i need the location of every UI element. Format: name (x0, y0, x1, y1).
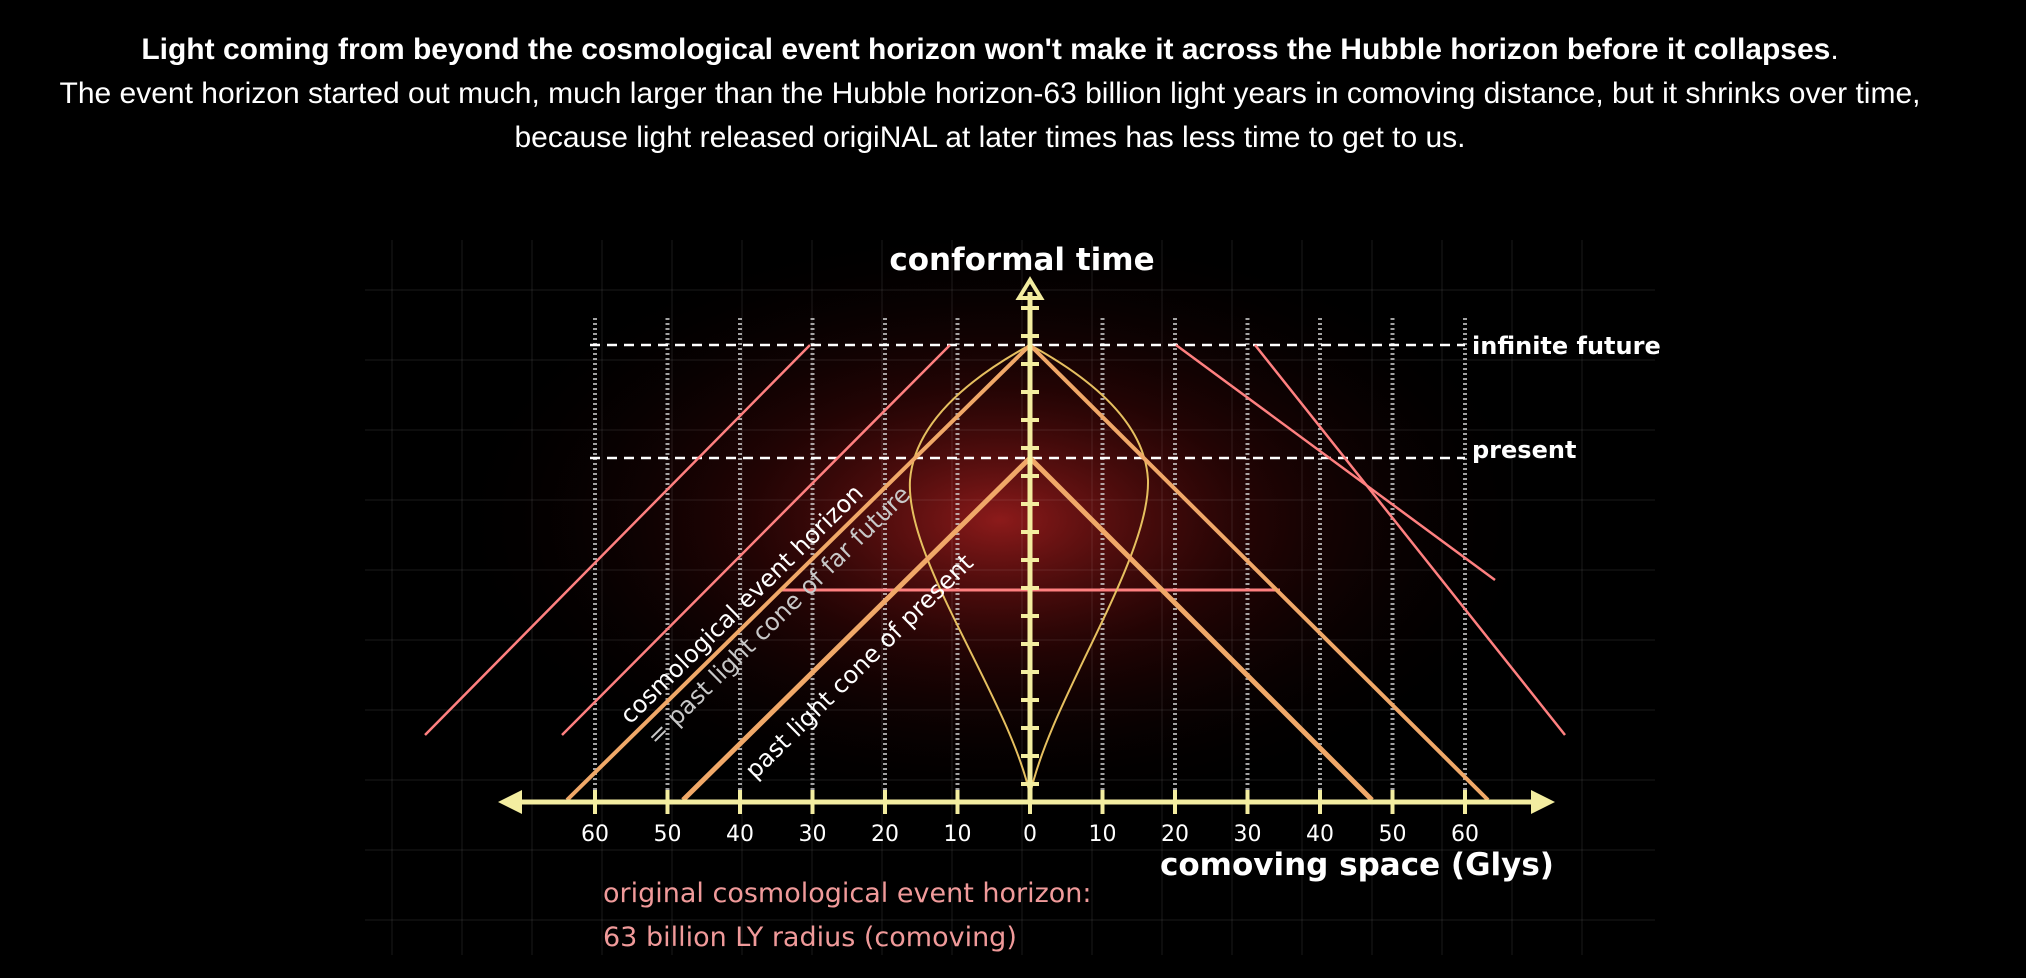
light-ray-left-1 (424, 344, 811, 736)
x-tick-label: 60 (581, 822, 609, 847)
light-ray-right-2 (1254, 344, 1566, 736)
x-tick-label: 40 (1306, 822, 1334, 847)
x-tick-label: 20 (1161, 822, 1189, 847)
x-tick-label: 40 (726, 822, 754, 847)
background-grid (365, 240, 1655, 955)
note-line1: original cosmological event horizon: (603, 878, 1092, 909)
x-tick-label: 10 (944, 822, 972, 847)
x-tick-label: 10 (1089, 822, 1117, 847)
light-ray-right-1 (1175, 343, 1496, 582)
caption-normal-text: The event horizon started out much, much… (59, 77, 1921, 154)
y-axis-arrow (1015, 276, 1045, 300)
x-tick-label: 50 (654, 822, 682, 847)
x-axis-arrow-left (498, 790, 522, 814)
y-axis-title: conformal time (889, 242, 1154, 278)
x-tick-label: 50 (1379, 822, 1407, 847)
tick-gridlines (593, 318, 1467, 790)
x-tick-label: 60 (1451, 822, 1479, 847)
x-tick-label: 30 (799, 822, 827, 847)
x-tick-labels: 60 50 40 30 20 10 0 10 20 30 40 50 60 (581, 822, 1479, 847)
x-axis-title: comoving space (Glys) (1160, 847, 1554, 883)
caption-bold-end: . (1830, 33, 1839, 66)
x-axis-ticks (593, 790, 1467, 814)
infinite-future-label: infinite future (1472, 332, 1661, 360)
x-tick-label: 0 (1023, 822, 1037, 847)
note-line2: 63 billion LY radius (comoving) (603, 922, 1017, 953)
x-axis-arrow-right (1531, 790, 1555, 814)
caption-line-bold: Light coming from beyond the cosmologica… (40, 28, 1940, 72)
light-rays (424, 343, 1566, 736)
present-label: present (1472, 436, 1576, 464)
caption: Light coming from beyond the cosmologica… (40, 28, 1940, 160)
background-glow (440, 220, 1560, 820)
x-tick-label: 30 (1234, 822, 1262, 847)
light-ray-left-2 (561, 344, 951, 736)
x-tick-label: 20 (871, 822, 899, 847)
caption-bold-text: Light coming from beyond the cosmologica… (141, 33, 1831, 66)
y-axis-ticks (1021, 306, 1039, 786)
